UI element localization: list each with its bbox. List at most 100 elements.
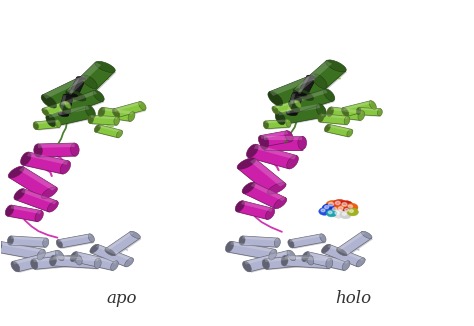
Polygon shape: [260, 131, 288, 139]
Ellipse shape: [63, 94, 73, 97]
Ellipse shape: [268, 92, 283, 106]
Ellipse shape: [85, 105, 95, 118]
Ellipse shape: [66, 90, 86, 101]
Circle shape: [321, 209, 325, 212]
Polygon shape: [327, 125, 353, 138]
Polygon shape: [73, 253, 118, 271]
Ellipse shape: [95, 61, 115, 72]
Ellipse shape: [287, 250, 296, 261]
Polygon shape: [244, 250, 290, 264]
Ellipse shape: [326, 258, 333, 269]
Ellipse shape: [60, 161, 71, 174]
Ellipse shape: [342, 261, 350, 270]
Polygon shape: [326, 124, 352, 137]
Ellipse shape: [94, 125, 100, 132]
Ellipse shape: [226, 241, 234, 252]
Ellipse shape: [356, 108, 361, 115]
Ellipse shape: [263, 121, 268, 129]
Polygon shape: [237, 158, 285, 193]
Ellipse shape: [318, 114, 324, 122]
Polygon shape: [43, 101, 70, 116]
Ellipse shape: [130, 231, 140, 239]
Polygon shape: [262, 132, 292, 148]
Polygon shape: [228, 241, 275, 260]
Ellipse shape: [312, 74, 327, 88]
Ellipse shape: [293, 89, 314, 100]
Polygon shape: [294, 61, 332, 93]
Ellipse shape: [50, 256, 56, 266]
Polygon shape: [53, 256, 99, 261]
Polygon shape: [244, 250, 294, 272]
Polygon shape: [286, 93, 296, 113]
Polygon shape: [91, 244, 133, 267]
Polygon shape: [265, 119, 289, 129]
Polygon shape: [27, 152, 68, 165]
Ellipse shape: [242, 182, 255, 193]
Polygon shape: [328, 244, 365, 261]
Polygon shape: [49, 106, 95, 127]
Circle shape: [342, 202, 347, 206]
Polygon shape: [54, 257, 100, 270]
Polygon shape: [38, 143, 75, 148]
Polygon shape: [98, 125, 121, 132]
Ellipse shape: [275, 111, 285, 125]
Polygon shape: [102, 107, 133, 115]
Ellipse shape: [281, 256, 288, 266]
Polygon shape: [273, 100, 297, 109]
Circle shape: [342, 207, 354, 215]
Polygon shape: [101, 108, 135, 122]
Ellipse shape: [258, 136, 267, 147]
Polygon shape: [95, 125, 121, 138]
Ellipse shape: [286, 119, 291, 127]
Polygon shape: [337, 231, 372, 256]
Circle shape: [325, 206, 329, 209]
Polygon shape: [320, 114, 348, 125]
Polygon shape: [44, 102, 72, 117]
Ellipse shape: [288, 240, 294, 248]
Polygon shape: [241, 201, 273, 212]
Ellipse shape: [55, 120, 61, 127]
Circle shape: [330, 206, 342, 214]
Polygon shape: [15, 189, 57, 212]
Polygon shape: [330, 108, 364, 121]
Ellipse shape: [295, 100, 301, 108]
Polygon shape: [9, 206, 43, 223]
Ellipse shape: [42, 187, 57, 199]
Polygon shape: [66, 62, 115, 100]
Polygon shape: [0, 242, 45, 261]
Ellipse shape: [316, 104, 327, 117]
Polygon shape: [307, 252, 348, 264]
Polygon shape: [237, 201, 273, 219]
Ellipse shape: [8, 166, 24, 178]
Polygon shape: [36, 121, 61, 131]
Polygon shape: [43, 101, 67, 111]
Ellipse shape: [289, 100, 300, 112]
Ellipse shape: [286, 112, 297, 116]
Circle shape: [348, 205, 353, 208]
Ellipse shape: [60, 102, 71, 114]
Polygon shape: [267, 120, 291, 130]
Polygon shape: [61, 90, 97, 106]
Polygon shape: [21, 189, 57, 204]
Polygon shape: [96, 244, 133, 261]
Polygon shape: [330, 107, 363, 114]
Polygon shape: [271, 75, 327, 107]
Circle shape: [347, 208, 358, 216]
Polygon shape: [24, 153, 70, 175]
Polygon shape: [11, 236, 46, 241]
Ellipse shape: [235, 201, 245, 212]
Ellipse shape: [324, 89, 335, 101]
Polygon shape: [13, 250, 59, 264]
Ellipse shape: [43, 238, 49, 247]
Ellipse shape: [105, 248, 115, 256]
Polygon shape: [241, 236, 278, 247]
Polygon shape: [292, 90, 335, 113]
Circle shape: [319, 207, 330, 215]
Polygon shape: [243, 237, 279, 248]
Ellipse shape: [239, 236, 245, 245]
Ellipse shape: [274, 238, 280, 247]
Polygon shape: [48, 105, 89, 118]
Circle shape: [326, 210, 337, 217]
Polygon shape: [58, 234, 93, 248]
Ellipse shape: [287, 156, 299, 169]
